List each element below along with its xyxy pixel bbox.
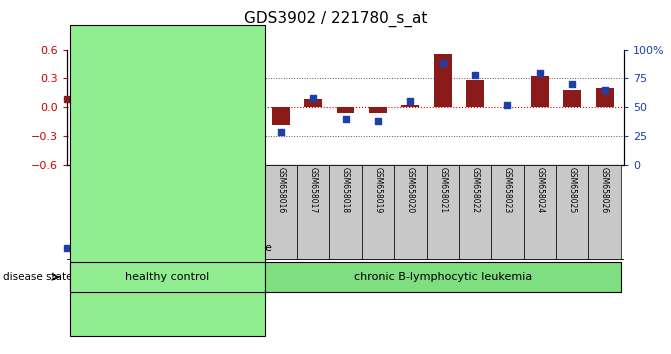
Text: GSM658022: GSM658022 (470, 167, 480, 213)
Bar (466, 80, 484, 107)
Point (502, 102, 513, 108)
Bar (369, 107, 387, 113)
Point (146, 148, 156, 154)
Text: transformed count: transformed count (84, 94, 188, 104)
Point (437, 61, 448, 66)
FancyBboxPatch shape (394, 165, 427, 260)
Bar (142, 107, 160, 120)
Point (340, 116, 351, 121)
FancyBboxPatch shape (103, 165, 135, 260)
Bar (596, 88, 613, 107)
FancyBboxPatch shape (264, 165, 297, 260)
Point (81, 127, 92, 133)
Point (275, 130, 286, 135)
Bar (564, 90, 581, 107)
FancyBboxPatch shape (556, 165, 588, 260)
Text: GDS3902 / 221780_s_at: GDS3902 / 221780_s_at (244, 11, 427, 27)
Text: GSM658025: GSM658025 (568, 167, 576, 214)
Bar (531, 76, 549, 107)
FancyBboxPatch shape (135, 165, 168, 260)
Text: GSM658026: GSM658026 (600, 167, 609, 214)
Text: disease state: disease state (3, 272, 73, 282)
Text: healthy control: healthy control (125, 272, 209, 282)
FancyBboxPatch shape (427, 165, 459, 260)
FancyBboxPatch shape (491, 165, 523, 260)
FancyBboxPatch shape (297, 165, 329, 260)
Bar (401, 105, 419, 107)
Bar (207, 91, 225, 107)
Point (535, 70, 546, 75)
Point (470, 72, 480, 78)
FancyBboxPatch shape (588, 165, 621, 260)
Text: GSM658014: GSM658014 (211, 167, 221, 214)
Bar (240, 107, 258, 141)
FancyBboxPatch shape (70, 165, 103, 260)
Text: GSM658020: GSM658020 (406, 167, 415, 214)
Text: GSM658017: GSM658017 (309, 167, 317, 214)
Text: GSM658024: GSM658024 (535, 167, 544, 214)
Point (405, 98, 416, 104)
Bar (433, 55, 452, 107)
Text: chronic B-lymphocytic leukemia: chronic B-lymphocytic leukemia (354, 272, 532, 282)
FancyBboxPatch shape (459, 165, 491, 260)
Text: GSM658010: GSM658010 (82, 167, 91, 214)
Text: GSM658012: GSM658012 (147, 167, 156, 213)
Text: percentile rank within the sample: percentile rank within the sample (84, 243, 272, 253)
Bar (174, 107, 193, 109)
Bar (304, 99, 322, 107)
Point (178, 113, 189, 119)
Point (308, 95, 319, 101)
Point (567, 81, 578, 87)
Text: GSM658016: GSM658016 (276, 167, 285, 214)
Bar (110, 107, 127, 108)
Bar (272, 107, 290, 125)
Text: GSM658019: GSM658019 (374, 167, 382, 214)
Point (599, 87, 610, 93)
FancyBboxPatch shape (232, 165, 264, 260)
Text: GSM658023: GSM658023 (503, 167, 512, 214)
FancyBboxPatch shape (329, 165, 362, 260)
Text: GSM658015: GSM658015 (244, 167, 253, 214)
Point (211, 72, 221, 78)
Point (113, 90, 124, 96)
Bar (337, 107, 354, 113)
Text: GSM658013: GSM658013 (179, 167, 188, 214)
FancyBboxPatch shape (200, 165, 232, 260)
FancyBboxPatch shape (523, 165, 556, 260)
Text: GSM658011: GSM658011 (115, 167, 123, 213)
Point (372, 118, 383, 124)
Text: GSM658021: GSM658021 (438, 167, 447, 213)
Bar (78, 107, 95, 109)
Point (243, 141, 254, 147)
FancyBboxPatch shape (362, 165, 394, 260)
Text: GSM658018: GSM658018 (341, 167, 350, 213)
FancyBboxPatch shape (168, 165, 200, 260)
